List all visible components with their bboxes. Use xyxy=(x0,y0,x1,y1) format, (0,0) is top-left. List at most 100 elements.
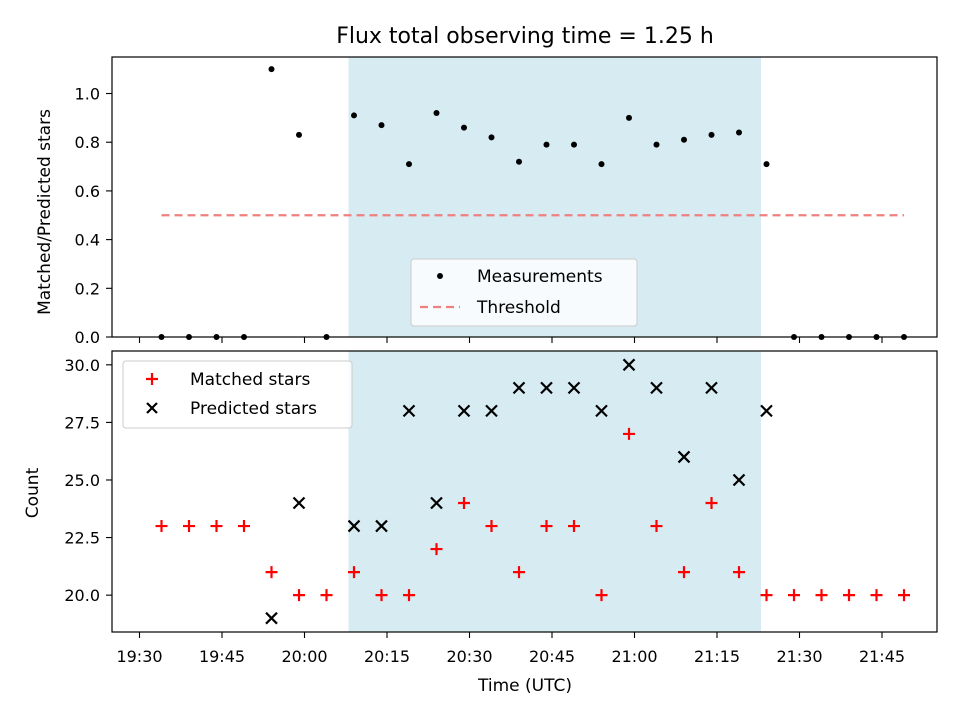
measurement-point xyxy=(598,161,605,168)
legend-threshold-label: Threshold xyxy=(476,298,561,318)
predicted-stars-point xyxy=(375,519,388,533)
matched-stars-point xyxy=(348,566,360,579)
bottom-xtick-label: 21:00 xyxy=(611,647,657,666)
bottom-y-axis-label: Count xyxy=(23,467,43,518)
measurement-point xyxy=(488,134,495,141)
legend-measurements-label: Measurements xyxy=(477,267,603,287)
measurement-point xyxy=(378,122,385,129)
matched-stars-point xyxy=(403,589,415,602)
top-ytick-label: 0.4 xyxy=(75,231,100,250)
matched-stars-point xyxy=(375,589,388,602)
predicted-stars-point xyxy=(622,358,636,372)
bottom-ytick-label: 20.0 xyxy=(64,586,100,605)
measurement-point xyxy=(626,114,632,121)
matched-stars-point xyxy=(843,589,855,602)
matched-stars-point xyxy=(568,520,580,533)
predicted-stars-point xyxy=(567,381,581,395)
top-y-ticks: 0.0 0.2 0.4 0.6 0.8 1.0 xyxy=(75,85,112,347)
measurement-point xyxy=(461,124,467,131)
bottom-ytick-label: 22.5 xyxy=(64,529,100,548)
predicted-stars-point xyxy=(512,381,526,395)
measurement-point xyxy=(516,158,522,165)
predicted-stars-point xyxy=(292,496,306,510)
matched-stars-point xyxy=(210,520,223,533)
bottom-y-ticks: 20.0 22.5 25.0 27.5 30.0 xyxy=(64,356,112,605)
matched-stars-point xyxy=(705,497,718,510)
matched-stars-point xyxy=(430,543,443,556)
bottom-xtick-label: 20:15 xyxy=(364,647,410,666)
bottom-ytick-label: 25.0 xyxy=(64,471,100,490)
matched-stars-point xyxy=(238,520,250,533)
matched-stars-point xyxy=(733,566,745,579)
top-legend-box xyxy=(410,258,638,327)
bottom-ytick-label: 30.0 xyxy=(64,356,100,375)
matched-stars-point xyxy=(155,520,168,533)
bottom-x-ticks: 19:30 19:45 20:00 20:15 20:30 20:45 21:00 21:15… xyxy=(116,632,905,666)
bottom-xtick-label: 20:30 xyxy=(446,647,492,666)
top-marks xyxy=(158,66,907,340)
measurement-point xyxy=(681,136,687,143)
top-x-ticks xyxy=(138,337,883,343)
bottom-xtick-label: 20:00 xyxy=(281,647,327,666)
matched-stars-point xyxy=(815,589,828,602)
bottom-axes-frame xyxy=(111,350,938,633)
bottom-legend: Matched stars Predicted stars xyxy=(122,360,353,429)
predicted-stars-point xyxy=(760,404,773,418)
predicted-stars-point xyxy=(347,519,361,533)
matched-stars-point xyxy=(788,589,800,602)
bottom-xtick-label: 21:30 xyxy=(776,647,822,666)
matched-stars-point xyxy=(595,589,608,602)
top-panel: Flux total observing time = 1.25 h 0.00.… xyxy=(35,24,938,347)
predicted-stars-point xyxy=(430,496,443,510)
measurement-point xyxy=(543,141,550,148)
bottom-xtick-label: 21:15 xyxy=(694,647,740,666)
predicted-stars-point xyxy=(265,611,278,625)
measurement-point xyxy=(736,129,742,136)
bottom-marks xyxy=(155,358,910,625)
bottom-xtick-label: 19:45 xyxy=(199,647,245,666)
measurement-point xyxy=(268,66,275,73)
matched-stars-point xyxy=(183,520,195,533)
predicted-stars-point xyxy=(485,404,498,418)
matched-stars-point xyxy=(540,520,553,533)
matched-stars-point xyxy=(320,589,333,602)
bottom-shaded-interval xyxy=(348,351,761,632)
legend-matched-label: Matched stars xyxy=(190,370,310,390)
legend-measurements-marker xyxy=(437,273,443,279)
bottom-legend-box xyxy=(122,360,353,429)
top-axes-frame xyxy=(111,56,938,338)
matched-stars-point xyxy=(760,589,773,602)
matched-stars-point xyxy=(293,589,305,602)
measurement-point xyxy=(708,131,715,138)
top-legend: Measurements Threshold xyxy=(410,258,638,327)
bottom-xtick-label: 20:45 xyxy=(529,647,575,666)
matched-stars-point xyxy=(650,520,663,533)
measurement-point xyxy=(351,112,357,119)
matched-stars-point xyxy=(485,520,498,533)
measurement-point xyxy=(406,161,412,168)
measurement-point xyxy=(571,141,577,148)
top-ytick-label: 0.8 xyxy=(75,133,100,152)
legend-predicted-label: Predicted stars xyxy=(190,399,317,419)
top-ytick-label: 1.0 xyxy=(75,85,100,104)
measurement-point xyxy=(653,141,660,148)
top-y-axis-label: Matched/Predicted stars xyxy=(35,109,55,315)
legend-matched-marker xyxy=(146,373,158,385)
matched-stars-point xyxy=(678,566,690,579)
bottom-xtick-label: 19:30 xyxy=(116,647,162,666)
matched-stars-point xyxy=(870,589,883,602)
bottom-xtick-label: 21:45 xyxy=(859,647,905,666)
predicted-stars-point xyxy=(705,381,718,395)
measurement-point xyxy=(433,110,440,116)
top-ytick-label: 0.2 xyxy=(75,279,100,298)
predicted-stars-point xyxy=(457,404,471,418)
top-ytick-label: 0.6 xyxy=(75,182,100,201)
matched-stars-point xyxy=(513,566,525,579)
bottom-x-axis-label: Time (UTC) xyxy=(477,676,572,696)
measurement-point xyxy=(296,131,302,138)
matched-stars-point xyxy=(265,566,278,579)
matched-stars-point xyxy=(898,589,910,602)
bottom-panel: 20.0 22.5 25.0 27.5 30.0 19:30 19:45 20:00 20:1… xyxy=(23,350,938,696)
legend-predicted-marker xyxy=(146,402,158,414)
